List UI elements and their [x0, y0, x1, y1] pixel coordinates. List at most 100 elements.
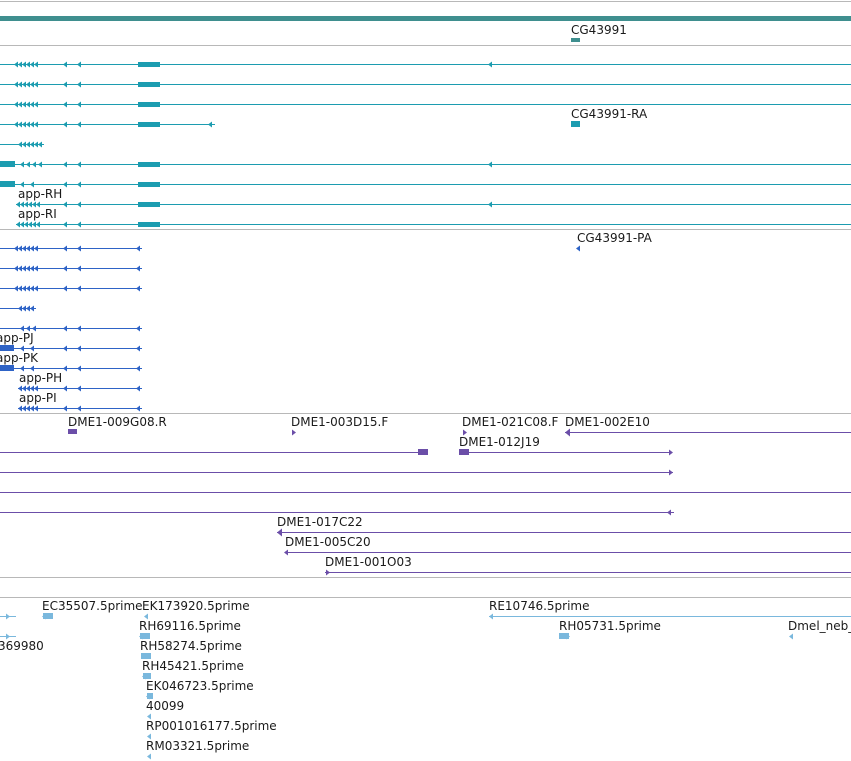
- protein-feature: [26, 385, 30, 392]
- transcript-exon: [77, 81, 81, 88]
- protein-label[interactable]: CG43991-PA: [577, 231, 652, 245]
- transcript-exon: [26, 101, 30, 108]
- clone-end: [669, 469, 673, 476]
- transcript-exon: [488, 161, 492, 168]
- protein-feature: [63, 345, 67, 352]
- protein-feature: [22, 265, 26, 272]
- protein-feature: [30, 405, 34, 412]
- transcript-exon: [32, 201, 36, 208]
- transcript-label[interactable]: CG43991-RA: [571, 107, 648, 121]
- est-feature: [139, 633, 143, 640]
- transcript-exon: [488, 61, 492, 68]
- protein-feature: [136, 325, 140, 332]
- est-feature: [146, 693, 150, 700]
- transcript-exon: [14, 61, 18, 68]
- transcript-exon: [34, 141, 38, 148]
- est-label[interactable]: 40099: [146, 699, 185, 713]
- transcript-label[interactable]: app-RH: [18, 187, 63, 201]
- est-label[interactable]: RH05731.5prime: [559, 619, 661, 633]
- est-label[interactable]: EK173920.5prime: [142, 599, 250, 613]
- est-label[interactable]: EK046723.5prime: [146, 679, 254, 693]
- est-feature: [147, 753, 151, 760]
- est-label[interactable]: RH45421.5prime: [142, 659, 244, 673]
- clone-end: [565, 428, 570, 437]
- transcript-exon: [138, 182, 160, 187]
- protein-label[interactable]: app-PI: [19, 391, 57, 405]
- est-label[interactable]: 369980: [0, 639, 44, 653]
- transcript-exon: [63, 121, 67, 128]
- clone-label[interactable]: DME1-021C08.F: [462, 415, 559, 429]
- clone-label[interactable]: DME1-017C22: [277, 515, 363, 529]
- protein-feature: [30, 345, 34, 352]
- transcript-label[interactable]: app-RI: [18, 207, 57, 221]
- protein-feature: [63, 405, 67, 412]
- clone-end: [418, 449, 428, 455]
- clone-label[interactable]: DME1-009G08.R: [68, 415, 167, 429]
- transcript-exon: [16, 201, 20, 208]
- protein-feature: [34, 385, 38, 392]
- transcript-exon: [32, 161, 36, 168]
- protein-feature: [26, 405, 30, 412]
- protein-label[interactable]: app-PJ: [0, 331, 34, 345]
- transcript-exon: [30, 141, 34, 148]
- transcript-exon: [26, 121, 30, 128]
- protein-feature: [30, 265, 34, 272]
- protein-feature: [30, 385, 34, 392]
- transcript-exon: [38, 141, 42, 148]
- protein-label[interactable]: app-PK: [0, 351, 39, 365]
- est-label[interactable]: EC35507.5prime: [42, 599, 143, 613]
- transcript-exon: [24, 221, 28, 228]
- protein-feature: [63, 285, 67, 292]
- transcript-exon: [208, 121, 212, 128]
- est-label[interactable]: RE10746.5prime: [489, 599, 590, 613]
- transcript-exon: [77, 161, 81, 168]
- est-label[interactable]: RM03321.5prime: [146, 739, 250, 753]
- clone-label[interactable]: DME1-012J19: [459, 435, 540, 449]
- transcript-exon: [22, 141, 26, 148]
- protein-feature: [34, 245, 38, 252]
- est-feature: [144, 613, 148, 620]
- transcript-exon: [16, 221, 20, 228]
- gene-label[interactable]: CG43991: [571, 23, 627, 37]
- transcript-exon: [22, 121, 26, 128]
- protein-label[interactable]: app-PH: [19, 371, 63, 385]
- protein-feature: [26, 285, 30, 292]
- transcript-exon: [18, 81, 22, 88]
- transcript-exon: [138, 102, 160, 107]
- protein-feature: [77, 285, 81, 292]
- transcript-exon: [63, 101, 67, 108]
- est-label[interactable]: RH69116.5prime: [139, 619, 241, 633]
- transcript-exon: [20, 221, 24, 228]
- protein-feature: [18, 265, 22, 272]
- est-feature: [43, 613, 53, 619]
- protein-feature: [30, 305, 34, 312]
- transcript-exon: [14, 121, 18, 128]
- transcript-exon: [24, 201, 28, 208]
- protein-feature: [18, 385, 22, 392]
- transcript-exon: [30, 121, 34, 128]
- est-label[interactable]: RP001016177.5prime: [146, 719, 277, 733]
- transcript-exon: [38, 161, 42, 168]
- transcript-exon: [28, 221, 32, 228]
- transcript-exon: [63, 161, 67, 168]
- transcript-exon: [138, 62, 160, 67]
- protein-feature: [34, 405, 38, 412]
- protein-feature: [136, 345, 140, 352]
- protein-feature: [136, 365, 140, 372]
- est-feature: [6, 633, 10, 640]
- protein-feature: [77, 405, 81, 412]
- protein-feature: [136, 265, 140, 272]
- clone-label[interactable]: DME1-002E10: [565, 415, 650, 429]
- protein-feature: [18, 405, 22, 412]
- est-label[interactable]: RH58274.5prime: [140, 639, 242, 653]
- protein-feature: [34, 265, 38, 272]
- est-feature: [566, 633, 570, 640]
- clone-label[interactable]: DME1-003D15.F: [291, 415, 389, 429]
- est-feature: [142, 673, 146, 680]
- clone-label[interactable]: DME1-005C20: [285, 535, 371, 549]
- est-label[interactable]: Dmel_neb_: [788, 619, 851, 633]
- protein-feature: [22, 405, 26, 412]
- clone-label[interactable]: DME1-001O03: [325, 555, 412, 569]
- protein-feature: [20, 365, 24, 372]
